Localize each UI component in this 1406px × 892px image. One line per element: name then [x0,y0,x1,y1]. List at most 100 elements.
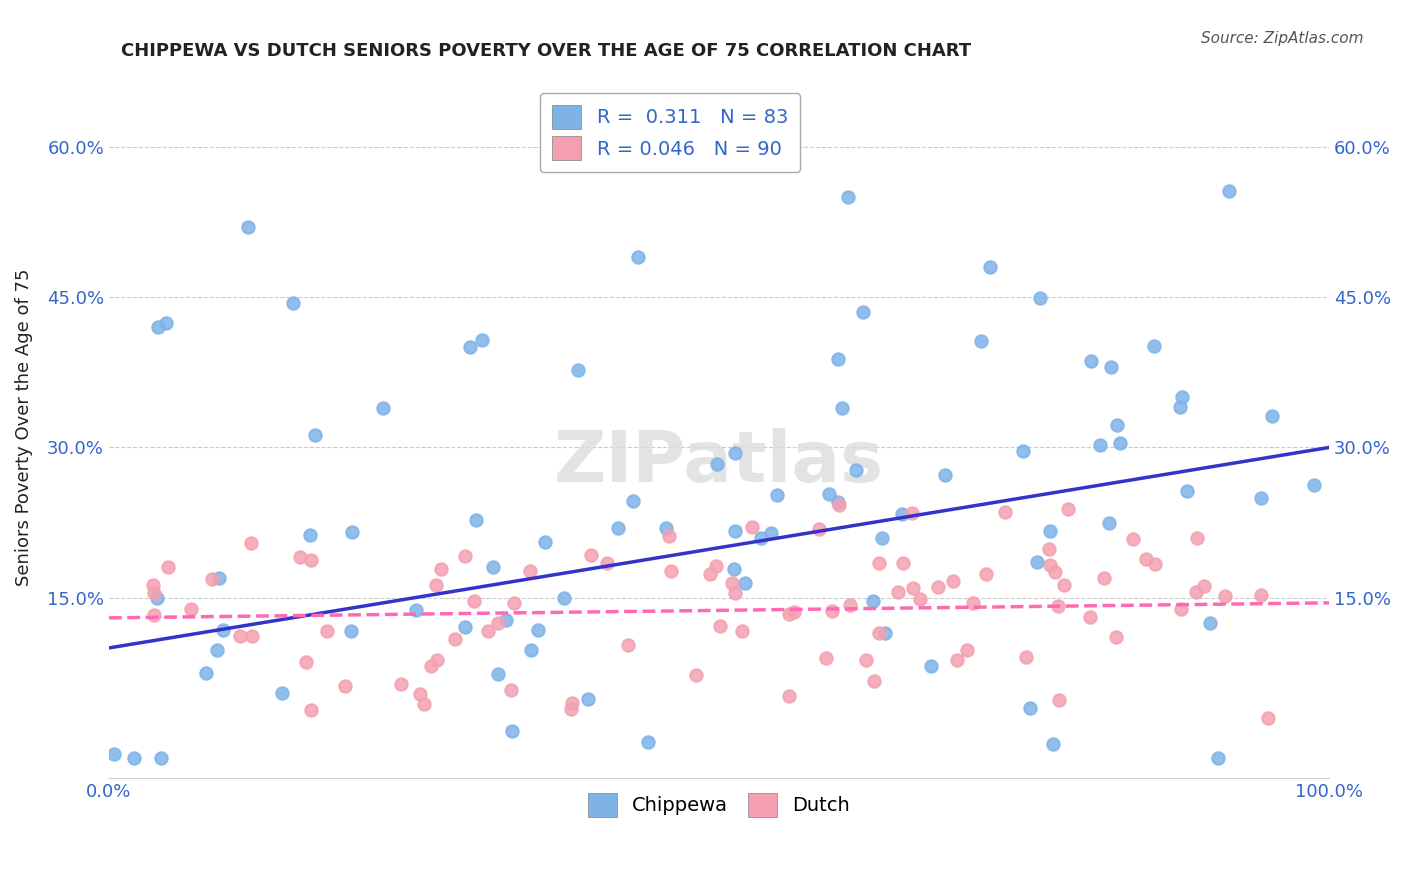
Chippewa [464,513,486,527]
Dutch [887,585,910,599]
Chippewa [934,467,956,482]
Chippewa [1029,291,1052,305]
Chippewa [1171,390,1194,404]
Dutch [1014,650,1036,665]
Dutch [699,567,721,582]
Chippewa [621,494,644,508]
Dutch [1250,588,1272,602]
Dutch [685,668,707,682]
Chippewa [1099,360,1122,375]
Chippewa [1206,751,1229,765]
Dutch [1047,692,1070,706]
Dutch [868,626,890,640]
Chippewa [1039,524,1062,538]
Chippewa [236,219,259,234]
Chippewa [1261,409,1284,424]
Dutch [946,653,969,667]
Chippewa [122,751,145,765]
Dutch [730,624,752,638]
Dutch [741,520,763,534]
Dutch [868,556,890,570]
Chippewa [405,603,427,617]
Dutch [862,674,884,689]
Chippewa [759,525,782,540]
Dutch [454,549,477,563]
Dutch [430,562,453,576]
Dutch [778,607,800,622]
Dutch [900,507,922,521]
Chippewa [146,320,169,334]
Dutch [1053,578,1076,592]
Legend: Chippewa, Dutch: Chippewa, Dutch [579,785,858,825]
Chippewa [979,260,1001,274]
Chippewa [627,250,650,264]
Dutch [335,679,357,693]
Dutch [778,690,800,704]
Chippewa [1090,438,1112,452]
Dutch [820,604,842,618]
Text: ZIPatlas: ZIPatlas [554,428,884,497]
Chippewa [1303,478,1326,492]
Chippewa [155,316,177,330]
Dutch [561,696,583,710]
Dutch [1038,542,1060,557]
Chippewa [1199,615,1222,630]
Dutch [1192,579,1215,593]
Dutch [706,559,728,574]
Chippewa [818,487,841,501]
Dutch [419,658,441,673]
Chippewa [1042,737,1064,751]
Dutch [828,498,851,512]
Chippewa [553,591,575,605]
Dutch [299,703,322,717]
Dutch [1257,711,1279,725]
Chippewa [533,535,555,549]
Chippewa [891,508,914,522]
Chippewa [831,401,853,416]
Dutch [994,505,1017,519]
Chippewa [607,521,630,535]
Chippewa [1168,401,1191,415]
Chippewa [299,528,322,542]
Chippewa [576,691,599,706]
Dutch [295,655,318,669]
Dutch [240,629,263,643]
Dutch [596,556,619,570]
Chippewa [723,562,745,576]
Chippewa [103,747,125,761]
Chippewa [1018,701,1040,715]
Chippewa [724,524,747,538]
Dutch [229,629,252,643]
Dutch [1092,570,1115,584]
Y-axis label: Seniors Poverty Over the Age of 75: Seniors Poverty Over the Age of 75 [15,268,32,586]
Text: Source: ZipAtlas.com: Source: ZipAtlas.com [1201,31,1364,46]
Chippewa [212,623,235,637]
Dutch [962,596,984,610]
Chippewa [827,494,849,508]
Dutch [721,575,744,590]
Dutch [1105,630,1128,644]
Chippewa [875,625,897,640]
Dutch [426,653,449,667]
Dutch [1039,558,1062,572]
Dutch [288,550,311,565]
Chippewa [654,521,676,535]
Dutch [1043,565,1066,579]
Dutch [156,560,179,574]
Dutch [579,548,602,562]
Text: CHIPPEWA VS DUTCH SENIORS POVERTY OVER THE AGE OF 75 CORRELATION CHART: CHIPPEWA VS DUTCH SENIORS POVERTY OVER T… [121,42,972,60]
Dutch [1185,532,1208,546]
Dutch [855,653,877,667]
Chippewa [827,351,849,366]
Chippewa [920,658,942,673]
Chippewa [150,751,173,765]
Dutch [956,643,979,657]
Dutch [709,619,731,633]
Chippewa [146,591,169,606]
Dutch [908,592,931,607]
Dutch [1213,589,1236,603]
Chippewa [1025,555,1047,569]
Dutch [463,594,485,608]
Dutch [724,586,747,600]
Dutch [499,683,522,698]
